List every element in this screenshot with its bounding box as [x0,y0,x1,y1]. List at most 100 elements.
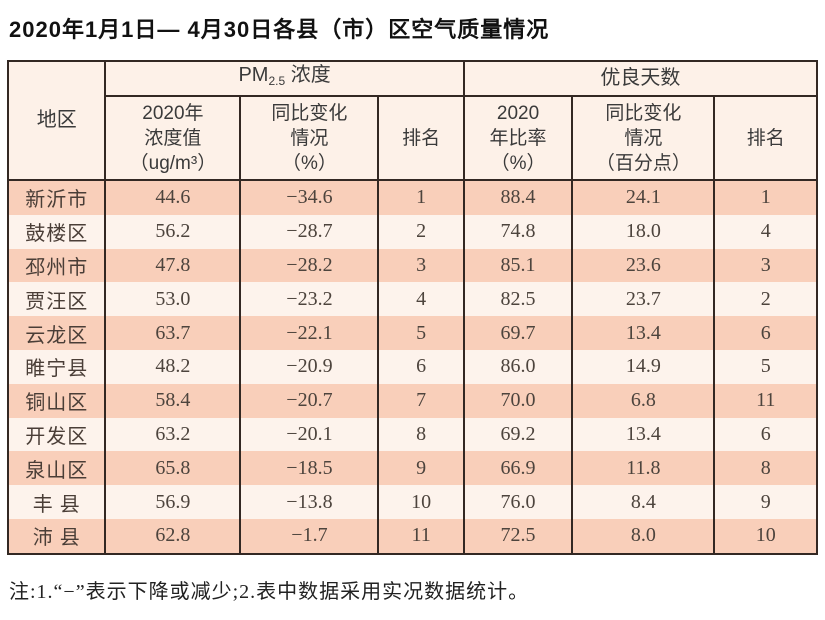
cell-region: 云龙区 [6,316,107,350]
table-row: 睢宁县 48.2 −20.9 6 86.0 14.9 5 [6,349,818,384]
cell-pm-change: −20.9 [239,349,380,384]
cell-pm-rank: 10 [377,485,465,519]
cell-days-ratio: 72.5 [462,518,574,554]
cell-days-ratio: 74.8 [462,214,574,249]
table-row: 泉山区 65.8 −18.5 9 66.9 11.8 8 [6,451,818,486]
cell-pm-change: −34.6 [239,180,380,215]
cell-pm-value: 53.0 [104,282,242,317]
cell-region: 沛 县 [6,518,107,554]
cell-days-ratio: 86.0 [462,349,574,384]
pm25-label-prefix: PM [238,64,269,86]
table-row: 开发区 63.2 −20.1 8 69.2 13.4 6 [6,417,818,452]
header-pm-change: 同比变化 情况 （%） [239,96,380,181]
cell-region: 铜山区 [6,383,107,418]
cell-pm-value: 56.9 [104,485,242,519]
cell-pm-rank: 8 [377,417,465,452]
cell-days-change: 8.0 [571,518,716,554]
table-row: 鼓楼区 56.2 −28.7 2 74.8 18.0 4 [6,214,818,249]
cell-pm-rank: 3 [377,248,465,283]
cell-days-ratio: 69.7 [462,316,574,350]
cell-pm-rank: 9 [377,451,465,486]
cell-pm-value: 47.8 [104,248,242,283]
cell-pm-rank: 5 [377,316,465,350]
cell-pm-change: −13.8 [239,485,380,519]
header-days-ratio: 2020 年比率 （%） [462,96,574,181]
header-region: 地区 [6,61,107,181]
cell-days-change: 11.8 [571,451,716,486]
table-row: 新沂市 44.6 −34.6 1 88.4 24.1 1 [6,180,818,215]
cell-pm-change: −1.7 [239,518,380,554]
cell-pm-value: 65.8 [104,451,242,486]
header-pm-value: 2020年 浓度值 （ug/m³） [104,96,242,181]
cell-days-ratio: 76.0 [462,485,574,519]
cell-pm-change: −20.1 [239,417,380,452]
cell-days-rank: 6 [713,316,818,350]
cell-pm-value: 63.2 [104,417,242,452]
header-sub-row: 2020年 浓度值 （ug/m³） 同比变化 情况 （%） 排名 2020 年比… [8,96,818,181]
cell-pm-rank: 2 [377,214,465,249]
table-row: 沛 县 62.8 −1.7 11 72.5 8.0 10 [6,518,818,554]
pm25-label-subscript: 2.5 [268,74,286,88]
table-row: 贾汪区 53.0 −23.2 4 82.5 23.7 2 [6,282,818,317]
cell-days-change: 13.4 [571,316,716,350]
header-pm-rank: 排名 [377,96,465,181]
cell-pm-change: −28.2 [239,248,380,283]
cell-region: 丰 县 [6,485,107,519]
cell-days-change: 13.4 [571,417,716,452]
cell-days-rank: 10 [713,518,818,554]
table-row: 丰 县 56.9 −13.8 10 76.0 8.4 9 [6,485,818,519]
cell-days-ratio: 69.2 [462,417,574,452]
cell-pm-change: −22.1 [239,316,380,350]
cell-days-ratio: 66.9 [462,451,574,486]
header-group-row: 地区 PM2.5 浓度 优良天数 [6,61,819,181]
cell-region: 睢宁县 [6,349,107,384]
table-row: 云龙区 63.7 −22.1 5 69.7 13.4 6 [6,316,818,350]
cell-days-change: 18.0 [571,214,716,249]
cell-days-ratio: 70.0 [462,383,574,418]
cell-days-change: 24.1 [571,180,716,215]
cell-pm-value: 58.4 [104,383,242,418]
cell-days-rank: 4 [713,214,818,249]
cell-days-change: 23.7 [571,282,716,317]
cell-pm-change: −20.7 [239,383,380,418]
header-group-good-days: 优良天数 [462,61,819,97]
cell-days-rank: 5 [713,349,818,384]
cell-region: 泉山区 [6,451,107,486]
table-footnote: 注:1.“−”表示下降或减少;2.表中数据采用实况数据统计。 [9,580,530,603]
cell-pm-rank: 11 [377,518,465,554]
cell-days-change: 23.6 [571,248,716,283]
cell-days-rank: 2 [713,282,818,317]
cell-pm-value: 44.6 [104,180,242,215]
table-row: 铜山区 58.4 −20.7 7 70.0 6.8 11 [6,383,818,418]
cell-days-ratio: 88.4 [462,180,574,215]
cell-days-rank: 8 [713,451,818,486]
cell-days-rank: 1 [713,180,818,215]
header-group-pm25: PM2.5 浓度 [104,61,465,97]
cell-pm-value: 63.7 [104,316,242,350]
cell-pm-rank: 1 [377,180,465,215]
air-quality-table: 地区 PM2.5 浓度 优良天数 2020年 浓度值 （ug/m³） 同比变化 … [6,60,819,555]
cell-pm-value: 48.2 [104,349,242,384]
cell-region: 邳州市 [6,248,107,283]
table-body: 新沂市 44.6 −34.6 1 88.4 24.1 1 鼓楼区 56.2 −2… [6,180,818,554]
cell-days-ratio: 85.1 [462,248,574,283]
cell-region: 新沂市 [6,180,107,215]
cell-region: 鼓楼区 [6,214,107,249]
cell-days-rank: 9 [713,485,818,519]
cell-pm-change: −28.7 [239,214,380,249]
cell-pm-rank: 7 [377,383,465,418]
cell-days-change: 14.9 [571,349,716,384]
cell-pm-change: −18.5 [239,451,380,486]
cell-pm-rank: 4 [377,282,465,317]
table-header: 地区 PM2.5 浓度 优良天数 2020年 浓度值 （ug/m³） 同比变化 … [6,61,819,181]
cell-pm-value: 62.8 [104,518,242,554]
cell-pm-rank: 6 [377,349,465,384]
header-days-rank: 排名 [713,96,818,181]
cell-days-ratio: 82.5 [462,282,574,317]
cell-days-rank: 11 [713,383,818,418]
cell-days-rank: 6 [713,417,818,452]
page-title: 2020年1月1日— 4月30日各县（市）区空气质量情况 [9,17,550,42]
cell-pm-change: −23.2 [239,282,380,317]
cell-pm-value: 56.2 [104,214,242,249]
